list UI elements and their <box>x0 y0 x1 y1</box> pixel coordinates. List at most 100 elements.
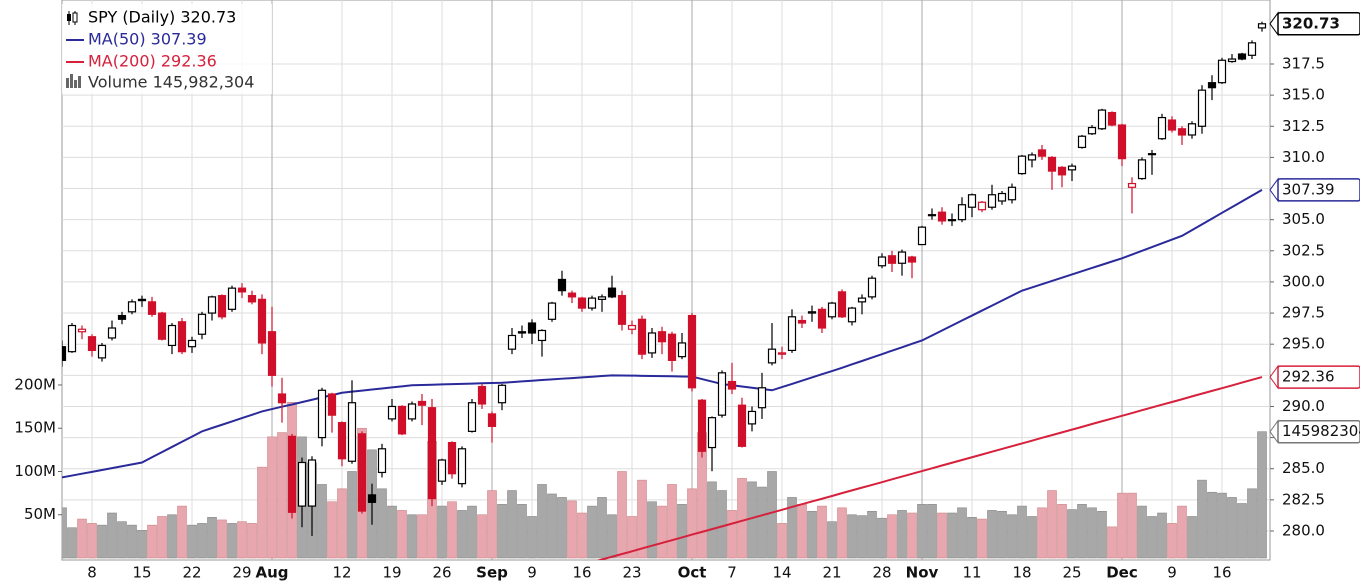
candle <box>687 313 697 392</box>
volume-bar <box>87 523 97 559</box>
legend-ma200: MA(200) 292.36 <box>88 52 217 71</box>
value-box-label: 307.39 <box>1282 180 1335 198</box>
y-tick-label: 317.5 <box>1282 55 1325 73</box>
volume-bar <box>957 507 967 559</box>
volume-bar <box>62 507 67 559</box>
candle <box>1147 149 1157 175</box>
volume-bar <box>857 515 867 559</box>
candle-body <box>1227 58 1237 63</box>
candle-body <box>607 287 617 298</box>
candle-body <box>167 324 177 347</box>
last-price-box: 320.73 <box>1269 11 1360 37</box>
candle-body <box>147 301 157 315</box>
volume-bar <box>1217 492 1227 559</box>
candle-body <box>727 380 737 390</box>
candle <box>697 398 707 458</box>
volume-tick-label: 150M <box>14 419 56 437</box>
candle <box>717 370 727 418</box>
candle <box>1007 183 1017 204</box>
candle <box>367 483 377 525</box>
volume-bar <box>497 504 507 559</box>
volume-bar <box>597 497 607 559</box>
candle <box>1217 57 1227 84</box>
candle-body <box>787 316 797 352</box>
candle-body <box>127 301 137 313</box>
candle <box>837 289 847 319</box>
candle <box>307 456 317 536</box>
candle-body <box>117 314 127 320</box>
candle <box>127 299 137 315</box>
volume-bar <box>207 517 217 559</box>
y-tick-label: 300.0 <box>1282 272 1325 290</box>
volume-bar <box>937 512 947 559</box>
candle-body <box>1177 128 1187 136</box>
volume-bar <box>1087 507 1097 559</box>
volume-bar <box>577 512 587 559</box>
candle-body <box>1037 149 1047 157</box>
candle-body <box>1187 123 1197 136</box>
candle <box>237 283 247 299</box>
volume-bar <box>777 523 787 559</box>
candle-body <box>997 192 1007 202</box>
x-tick-label: 19 <box>382 564 401 582</box>
candle <box>537 329 547 357</box>
volume-bar <box>1227 497 1237 559</box>
y-tick-label: 305.0 <box>1282 210 1325 228</box>
volume-bar <box>1187 516 1197 559</box>
candle-body <box>967 194 977 208</box>
x-tick-label: Dec <box>1106 564 1138 582</box>
candle <box>87 334 97 357</box>
volume-bar <box>567 500 577 559</box>
candle <box>257 294 267 355</box>
volume-bar <box>1237 503 1247 559</box>
volume-bar <box>437 505 447 559</box>
volume-bar <box>677 504 687 559</box>
x-tick-label: 26 <box>432 564 451 582</box>
candle <box>947 213 957 226</box>
candle-body <box>817 308 827 329</box>
volume-bar <box>517 504 527 559</box>
candle-body <box>927 214 937 217</box>
candle-body <box>637 318 647 355</box>
candle-body <box>917 226 927 246</box>
candle <box>137 295 147 307</box>
candle-body <box>667 333 677 361</box>
y-tick-label: 302.5 <box>1282 241 1325 259</box>
candle <box>657 326 667 355</box>
candle <box>1157 113 1167 140</box>
candle-body <box>777 352 787 355</box>
candle-body <box>857 297 867 303</box>
volume-bar <box>967 517 977 559</box>
candle-body <box>697 399 707 452</box>
candle <box>217 294 227 320</box>
volume-bar <box>707 481 717 559</box>
volume-bar <box>927 504 937 559</box>
volume-bar <box>347 471 357 559</box>
x-tick-label: 28 <box>872 564 891 582</box>
volume-bar <box>487 490 497 559</box>
candle <box>777 346 787 360</box>
candle-body <box>1157 116 1167 140</box>
volume-bar <box>77 518 87 559</box>
candle-body <box>287 435 297 513</box>
candle-body <box>67 324 77 353</box>
candle <box>347 380 357 464</box>
candle <box>547 301 557 322</box>
candle-body <box>907 256 917 263</box>
candle-body <box>487 413 497 427</box>
volume-bar <box>447 501 457 559</box>
volume-bar <box>1017 505 1027 559</box>
candle <box>1027 152 1037 168</box>
volume-bar <box>397 510 407 559</box>
candle <box>447 441 457 479</box>
volume-bar <box>1157 512 1167 559</box>
candle <box>677 332 687 360</box>
candle-body <box>107 327 117 339</box>
candle <box>207 295 217 321</box>
volume-tick-label: 50M <box>24 505 56 523</box>
y-tick-label: 280.0 <box>1282 521 1325 539</box>
volume-bar <box>767 471 777 559</box>
x-tick-label: 16 <box>572 564 591 582</box>
candle-body <box>947 219 957 222</box>
volume-bar <box>507 490 517 559</box>
